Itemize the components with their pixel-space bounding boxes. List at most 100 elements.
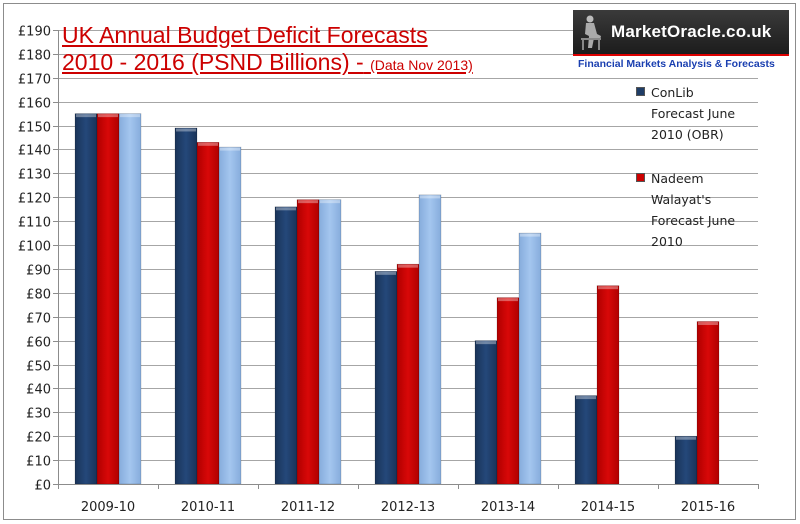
bar-body (474, 340, 498, 485)
logo-name: MarketOracle.co.uk (611, 22, 772, 41)
chart-subtitle-main: 2010 - 2016 (PSND Billions) - (62, 49, 364, 75)
legend-label: Nadeem Walayat's Forecast June 2010 (651, 168, 771, 252)
y-tick-label: £90 (26, 264, 51, 279)
legend-line: Walayat's (651, 192, 712, 207)
bar (196, 142, 220, 485)
bars (74, 113, 720, 485)
bar (74, 113, 98, 485)
bar-body (218, 146, 242, 485)
logo-banner: MarketOracle.co.uk (573, 10, 789, 56)
bar-body (418, 194, 442, 485)
gridlines (58, 30, 758, 461)
y-tick-label: £10 (26, 455, 51, 470)
bar (518, 232, 542, 485)
y-tick-label: £20 (26, 431, 51, 446)
x-tick-label: 2015-16 (681, 500, 735, 515)
y-tick-label: £70 (26, 312, 51, 327)
bar-body (296, 199, 320, 485)
y-tick-label: £100 (18, 240, 51, 255)
bar-body (518, 232, 542, 485)
bar (274, 206, 298, 485)
bar-body (196, 142, 220, 485)
bar-highlight (198, 142, 218, 146)
bar (296, 199, 320, 485)
bar-body (374, 271, 398, 485)
bar-highlight (576, 396, 596, 400)
bar (596, 285, 620, 485)
bar-highlight (220, 147, 240, 151)
bar (374, 271, 398, 485)
y-tick-label: £0 (34, 479, 51, 494)
y-axis: £0 £10 £20 £30 £40 £50 £60 £70 £80 £90 £100 £110 £12… (18, 25, 59, 494)
bar (496, 297, 520, 485)
y-tick-label: £190 (18, 25, 51, 40)
bar (396, 263, 420, 485)
y-tick-label: £110 (18, 216, 51, 231)
y-tick-label: £50 (26, 360, 51, 375)
bar (118, 113, 142, 485)
x-tick-label: 2014-15 (581, 500, 635, 515)
bar-highlight (698, 322, 718, 326)
bar (318, 199, 342, 485)
bar-body (396, 263, 420, 485)
legend-label: ConLib Forecast June 2010 (OBR) (651, 82, 771, 145)
y-tick-label: £140 (18, 144, 51, 159)
bar-highlight (398, 264, 418, 268)
chart-title: UK Annual Budget Deficit Forecasts (62, 22, 428, 48)
bar (674, 435, 698, 485)
bar-highlight (98, 114, 118, 118)
legend-line: Forecast June (651, 106, 736, 121)
x-axis: 2009-10 2010-11 2011-12 2012-13 2013-14 2014-… (58, 484, 759, 515)
bar (418, 194, 442, 485)
bar-highlight (298, 200, 318, 204)
bar (96, 113, 120, 485)
bar-body (174, 127, 198, 485)
x-tick-label: 2011-12 (281, 500, 335, 515)
y-tick-label: £80 (26, 288, 51, 303)
bar-body (96, 113, 120, 485)
y-tick-label: £60 (26, 336, 51, 351)
bar-body (118, 113, 142, 485)
bar (474, 340, 498, 485)
bar-highlight (76, 114, 96, 118)
bar-body (574, 395, 598, 485)
bar-body (696, 321, 720, 485)
y-tick-label: £120 (18, 192, 51, 207)
bar-highlight (520, 233, 540, 237)
bar-body (596, 285, 620, 485)
bar-body (274, 206, 298, 485)
bar (174, 127, 198, 485)
legend-line: 2010 (OBR) (651, 127, 724, 142)
bar-highlight (276, 207, 296, 211)
bar (696, 321, 720, 485)
bar-body (674, 435, 698, 485)
bar-highlight (376, 271, 396, 275)
marketoracle-logo: MarketOracle.co.uk Financial Markets Ana… (573, 10, 789, 74)
legend-line: Nadeem (651, 171, 704, 186)
bar (574, 395, 598, 485)
legend-line: Forecast June (651, 213, 736, 228)
bar-highlight (176, 128, 196, 132)
bar-highlight (498, 298, 518, 302)
y-tick-label: £30 (26, 407, 51, 422)
bar-highlight (120, 114, 140, 118)
y-tick-label: £40 (26, 383, 51, 398)
bar-body (496, 297, 520, 485)
x-tick-label: 2013-14 (481, 500, 535, 515)
bar-highlight (420, 195, 440, 199)
legend-line: ConLib (651, 85, 694, 100)
x-tick-label: 2010-11 (181, 500, 235, 515)
chart-subtitle-note: (Data Nov 2013) (370, 57, 473, 73)
y-tick-label: £150 (18, 121, 51, 136)
bar-highlight (598, 286, 618, 290)
statue-figure-icon (581, 15, 601, 50)
bar-highlight (320, 200, 340, 204)
bar-highlight (476, 341, 496, 345)
x-tick-label: 2012-13 (381, 500, 435, 515)
bar (218, 146, 242, 485)
logo-tagline: Financial Markets Analysis & Forecasts (578, 58, 775, 70)
y-tick-label: £130 (18, 168, 51, 183)
legend-line: 2010 (651, 234, 683, 249)
y-tick-label: £160 (18, 97, 51, 112)
